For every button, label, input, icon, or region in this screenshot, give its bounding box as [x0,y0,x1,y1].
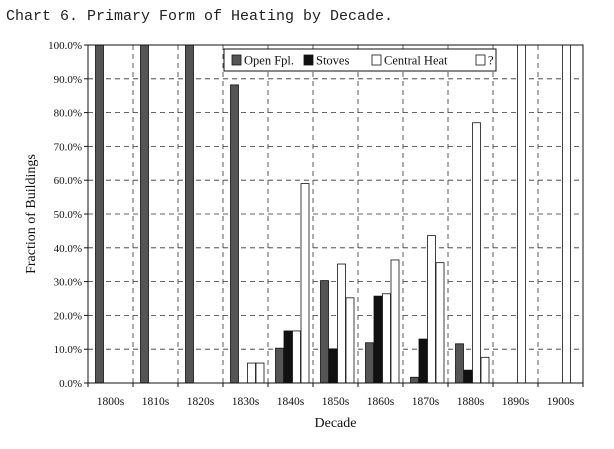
bars [95,44,571,384]
bar [337,263,346,384]
bar [95,44,104,384]
x-axis-ticks: 1800s 1810s 1820s 1830s 1840s 1850s 1860s 1870s… [87,383,584,408]
x-tick-label: 1820s [187,396,215,408]
bar [427,235,436,384]
bar [300,183,310,384]
bar [320,280,329,384]
y-tick-label: 0.0% [59,378,82,390]
bar [435,262,445,384]
bar [418,338,428,384]
bar [382,293,391,384]
y-tick-label: 90.0% [54,74,82,86]
legend-label: Central Heat [384,54,448,68]
legend-swatch [371,54,382,66]
bar [140,44,149,384]
bar [345,297,355,384]
bar [328,348,338,384]
bar [390,259,400,384]
x-tick-label: 1860s [367,396,395,408]
bar [365,342,374,384]
bar [292,330,301,384]
y-axis-ticks: 0.0% 10.0% 20.0% 30.0% 40.0% 50.0% 60.0% 70.0% 8… [48,40,88,390]
x-tick-label: 1850s [322,396,350,408]
bar [410,376,419,384]
bar [455,343,464,384]
y-tick-label: 10.0% [54,344,82,356]
legend-label: ? [488,54,494,68]
x-tick-label: 1880s [457,396,485,408]
bar [373,295,383,384]
bar [283,330,293,384]
legend-swatch [475,54,486,66]
bar [255,362,265,384]
bar [463,369,473,384]
legend-label: Open Fpl. [244,54,294,68]
chart-title: Chart 6. Primary Form of Heating by Deca… [6,8,394,25]
x-tick-label: 1900s [547,396,575,408]
x-tick-label: 1840s [277,396,305,408]
legend: Open Fpl. Stoves Central Heat? [223,48,497,72]
legend-box [223,48,497,72]
bar [230,84,239,384]
x-tick-label: 1830s [232,396,260,408]
bar [275,347,284,384]
legend-label: Stoves [316,54,349,68]
x-tick-label: 1810s [142,396,170,408]
y-tick-label: 60.0% [54,175,82,187]
y-tick-label: 20.0% [54,310,82,322]
y-tick-label: 50.0% [54,209,82,221]
bar [517,44,526,384]
y-tick-label: 70.0% [54,141,82,153]
y-tick-label: 30.0% [54,277,82,289]
bar [185,44,194,384]
bar [562,44,571,384]
x-tick-label: 1870s [412,396,440,408]
y-tick-label: 80.0% [54,108,82,120]
grid-lines [88,45,583,383]
x-tick-label: 1800s [97,396,125,408]
bar [247,362,256,384]
y-axis-label: Fraction of Buildings [24,154,39,274]
x-tick-label: 1890s [502,396,530,408]
legend-swatch [231,54,242,66]
bar [480,356,490,384]
bar [472,122,481,384]
y-tick-label: 100.0% [48,40,82,52]
x-axis-label: Decade [315,416,357,431]
y-tick-label: 40.0% [54,243,82,255]
legend-swatch [303,54,314,66]
